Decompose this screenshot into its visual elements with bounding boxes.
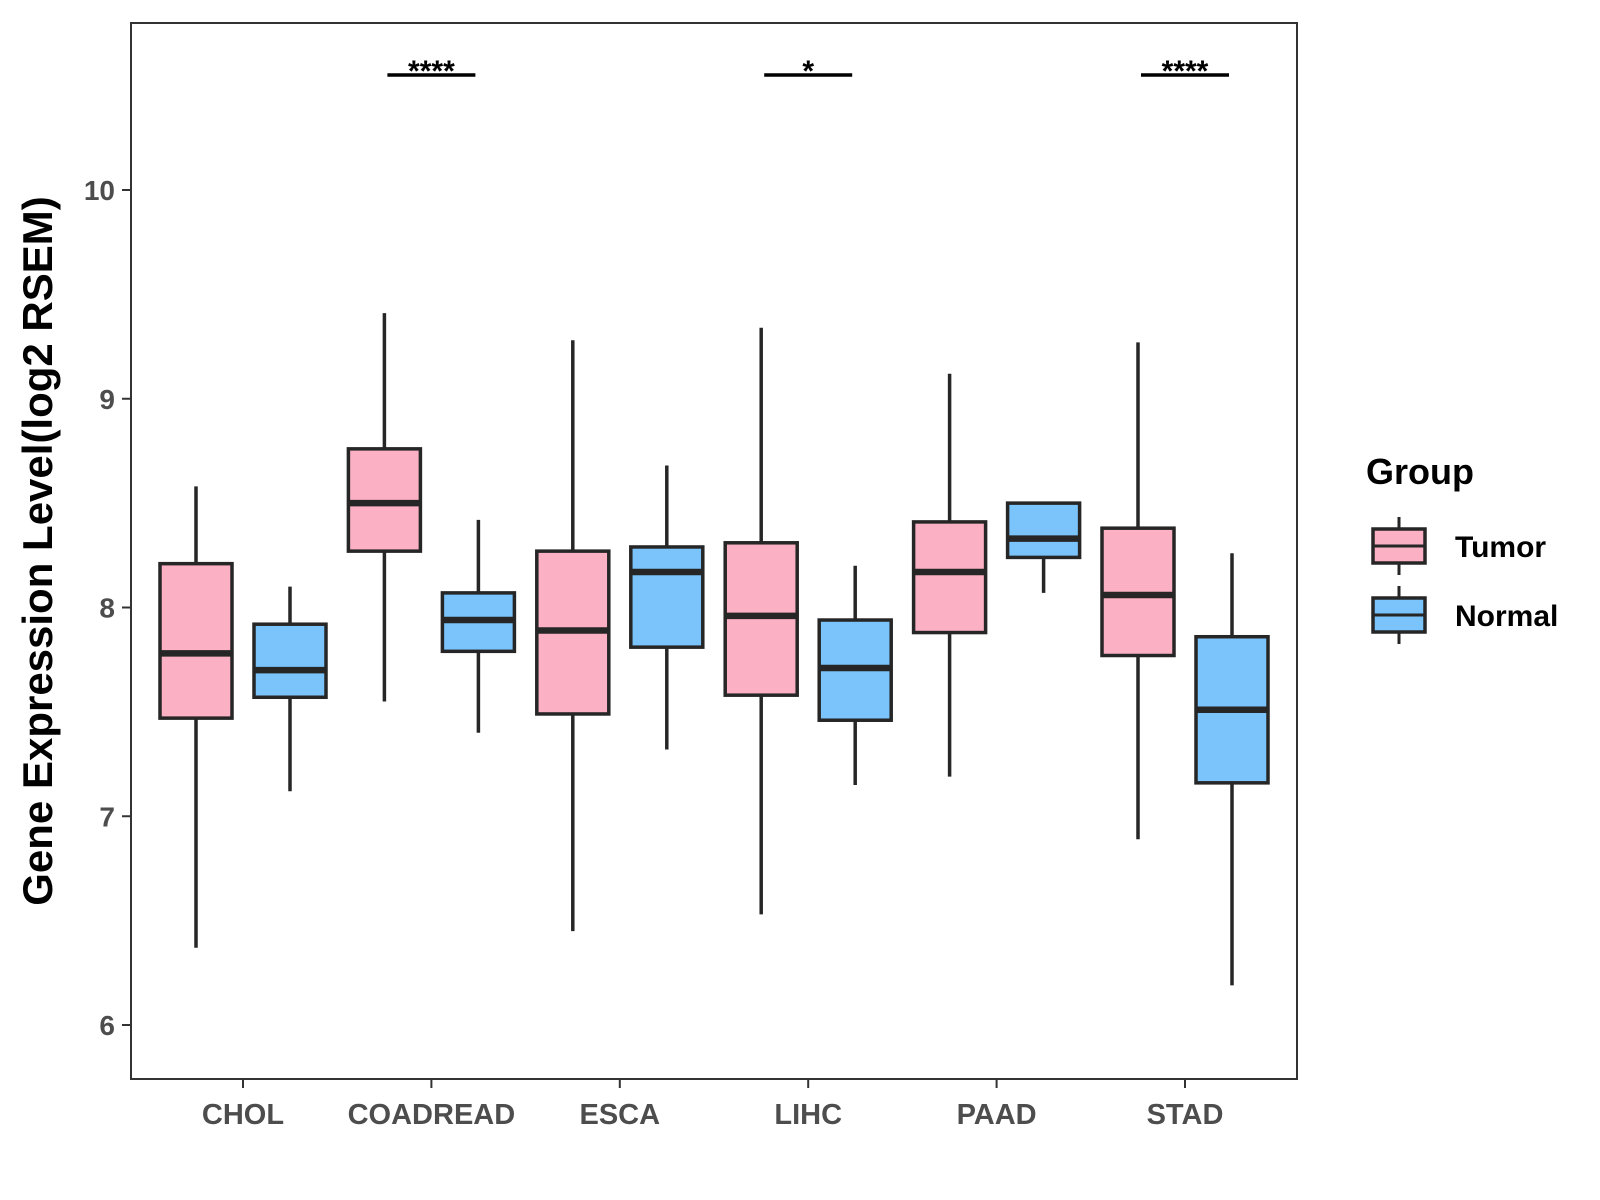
y-tick-label: 9: [99, 384, 115, 415]
box-tumor-chol: [158, 486, 234, 948]
legend-label-tumor: Tumor: [1455, 531, 1546, 564]
box-normal-chol: [252, 586, 328, 792]
significance-label: ****: [1162, 55, 1209, 88]
y-tick-label: 10: [84, 175, 115, 206]
legend-keys: Tumor Normal: [1371, 517, 1558, 644]
significance-annotations: **** * ****: [387, 55, 1229, 88]
significance-label: ****: [408, 55, 455, 88]
x-tick-label: LIHC: [774, 1099, 842, 1131]
significance-coadread: ****: [387, 55, 476, 88]
iqr-box: [158, 561, 234, 720]
box-tumor-paad: [911, 373, 988, 777]
x-tick-label: CHOL: [202, 1099, 284, 1131]
box-series: [158, 313, 1270, 986]
y-tick-label: 6: [99, 1010, 115, 1041]
x-tick-label: COADREAD: [348, 1099, 516, 1131]
x-axis: CHOL COADREAD ESCA LIHC PAAD STAD: [202, 1079, 1223, 1131]
x-tick-label: STAD: [1147, 1099, 1224, 1131]
box-normal-paad: [1005, 501, 1082, 593]
significance-label: *: [802, 55, 814, 88]
iqr-box: [1005, 501, 1082, 560]
y-tick-label: 7: [99, 801, 115, 832]
significance-stad: ****: [1141, 55, 1229, 88]
box-normal-coadread: [440, 519, 517, 733]
box-normal-stad: [1194, 553, 1270, 986]
legend: Group Tumor Normal: [1366, 451, 1558, 644]
iqr-box: [252, 622, 328, 700]
y-axis: 6 7 8 9 10: [84, 175, 131, 1041]
box-tumor-coadread: [346, 313, 423, 702]
plot-panel-border: [130, 22, 1298, 1080]
x-tick-label: ESCA: [580, 1099, 661, 1131]
iqr-box: [911, 520, 988, 635]
y-tick-label: 8: [99, 593, 115, 624]
legend-title: Group: [1366, 451, 1474, 492]
box-normal-lihc: [817, 565, 893, 785]
y-axis-title: Gene Expression Level(log2 RSEM): [14, 196, 61, 906]
box-tumor-esca: [535, 340, 611, 932]
box-normal-esca: [629, 465, 705, 750]
legend-key-tumor: Tumor: [1371, 517, 1546, 575]
legend-label-normal: Normal: [1455, 600, 1558, 633]
box-tumor-stad: [1100, 342, 1176, 840]
iqr-box: [629, 545, 705, 649]
box-tumor-lihc: [723, 327, 799, 915]
x-tick-label: PAAD: [957, 1099, 1037, 1131]
legend-key-normal: Normal: [1371, 586, 1558, 644]
significance-lihc: *: [764, 55, 853, 88]
